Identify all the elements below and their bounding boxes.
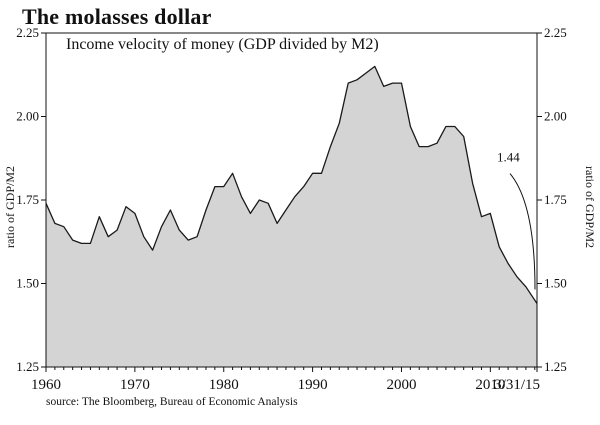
chart-subtitle: Income velocity of money (GDP divided by… <box>62 36 383 54</box>
plot-area <box>45 65 538 368</box>
x-tick-label: 1990 <box>298 377 328 393</box>
y-tick-label-right: 1.25 <box>544 359 567 374</box>
chart-title: The molasses dollar <box>22 4 212 29</box>
annotation-label: 1.44 <box>497 150 520 165</box>
y-tick-label-right: 2.25 <box>544 25 567 40</box>
y-axis-label-right: ratio of GDP/M2 <box>583 166 597 248</box>
y-tick-label-left: 1.50 <box>16 276 39 291</box>
y-tick-label-right: 1.50 <box>544 276 567 291</box>
x-tick-label: 1960 <box>31 377 61 393</box>
velocity-area <box>46 66 537 368</box>
y-tick-label-left: 1.25 <box>16 359 39 374</box>
x-tick-label: 2000 <box>386 377 416 393</box>
y-tick-label-right: 2.00 <box>544 109 567 124</box>
velocity-line <box>45 65 538 304</box>
y-tick-label-right: 1.75 <box>544 192 567 207</box>
source-note: source: The Bloomberg, Bureau of Economi… <box>46 396 298 408</box>
x-tick-label: 1980 <box>209 377 239 393</box>
x-tick-label: 2010 <box>475 377 505 393</box>
axes: 1.25 1.25 1.50 1.50 1.75 1.75 2.00 2.00 2.25 2.25… <box>16 25 567 393</box>
annotation-leader <box>509 173 536 290</box>
x-tick-label: 3/31/15 <box>494 377 540 393</box>
x-tick-label: 1970 <box>120 377 150 393</box>
y-tick-label-left: 2.00 <box>16 109 39 124</box>
y-tick-label-left: 2.25 <box>16 25 39 40</box>
y-tick-label-left: 1.75 <box>16 192 39 207</box>
y-axis-label-left: ratio of GDP/M2 <box>3 166 17 248</box>
